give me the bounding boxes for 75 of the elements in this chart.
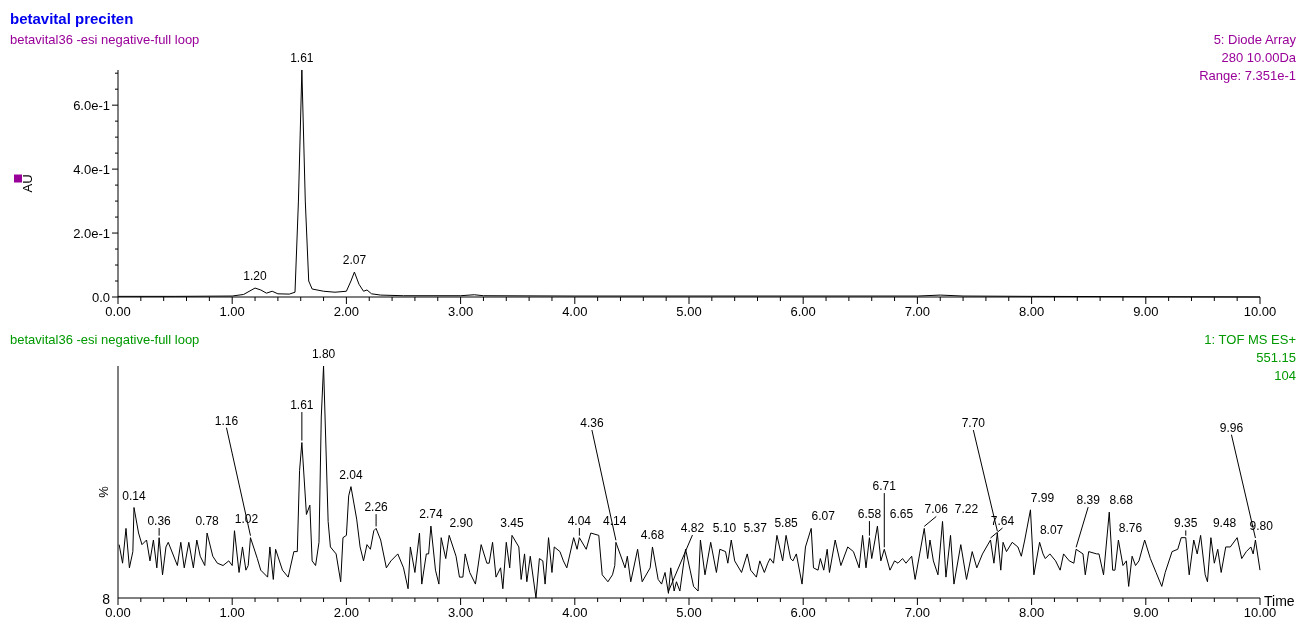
x-tick-label: 9.00 — [1133, 304, 1159, 319]
x-tick-label: 2.00 — [333, 304, 360, 319]
annotation: 2.90 — [449, 516, 474, 531]
x-tick-label: 0.00 — [105, 605, 131, 620]
x-tick-label: 1.00 — [219, 605, 245, 620]
annotation: 7.70 — [961, 416, 986, 431]
annotation: 8.76 — [1118, 521, 1143, 535]
annotation: 0.14 — [122, 488, 146, 503]
annotation: 6.58 — [857, 507, 882, 522]
annotation: 4.04 — [567, 514, 592, 529]
chart-subtitle: betavital36 -esi negative-full loop — [10, 332, 200, 347]
annotation: 3.45 — [500, 516, 524, 531]
text: 104 — [1274, 368, 1296, 383]
annotation: 2.26 — [364, 500, 389, 515]
x-tick-label: 4.00 — [562, 304, 588, 319]
chart-subtitle: betavital36 -esi negative-full loop — [10, 32, 200, 47]
chart-title: betavital preciten — [10, 10, 134, 27]
x-tick-label: 7.00 — [904, 605, 931, 620]
x-tick-label: 4.00 — [562, 605, 588, 620]
y-tick-label: 2.0e-1 — [73, 226, 110, 242]
annotation: 0.78 — [195, 514, 220, 529]
annotation: 5.37 — [743, 521, 768, 535]
annotation: 2.07 — [342, 253, 367, 268]
text: 8 — [102, 591, 111, 607]
x-tick-label: 6.00 — [790, 605, 816, 620]
x-tick-label: 0.00 — [105, 304, 131, 319]
x-tick-label: 2.00 — [333, 605, 360, 620]
text: 551.15 — [1256, 350, 1296, 365]
annotation: 1.61 — [290, 51, 314, 65]
x-tick-label: 1.00 — [219, 304, 245, 319]
y-tick-label: 4.0e-1 — [73, 162, 110, 178]
x-tick-label: 8.00 — [1018, 304, 1045, 319]
annotation: 6.07 — [811, 509, 836, 524]
y-axis-title: % — [96, 485, 111, 498]
x-tick-label: 5.00 — [676, 304, 702, 319]
annotation: 1.61 — [290, 398, 314, 413]
annotation: 5.85 — [774, 516, 799, 531]
annotation: 4.82 — [680, 521, 705, 535]
annotation: 7.99 — [1030, 490, 1055, 505]
x-tick-label: 3.00 — [447, 605, 474, 620]
text: 1: TOF MS ES+ — [1204, 332, 1296, 347]
annotation: 9.48 — [1212, 516, 1237, 531]
x-tick-label: 9.00 — [1133, 605, 1159, 620]
annotation: 9.80 — [1249, 518, 1274, 533]
annotation: Range: 7.351e-1 — [1199, 68, 1296, 83]
annotation: 5.10 — [712, 521, 737, 535]
text: 280 10.00Da — [1221, 50, 1297, 65]
annotation: 8.39 — [1076, 493, 1101, 508]
annotation: 8.07 — [1039, 523, 1064, 538]
annotation: 4.14 — [603, 514, 627, 529]
annotation: 9.35 — [1174, 516, 1198, 531]
x-tick-label: 3.00 — [447, 304, 474, 319]
text: 5: Diode Array — [1213, 32, 1297, 47]
x-tick-label: 5.00 — [676, 605, 702, 620]
annotation: 1.20 — [243, 269, 268, 284]
y-tick-label: 0.0 — [91, 290, 110, 305]
annotation: 6.71 — [872, 479, 897, 494]
y-axis-title: AU — [20, 174, 35, 193]
y-tick-label: 6.0e-1 — [73, 98, 110, 114]
annotation: 1.16 — [214, 413, 239, 428]
x-tick-label: 10.00 — [1243, 304, 1277, 319]
annotation: 2.04 — [339, 467, 363, 482]
annotation: 4.68 — [640, 527, 665, 542]
annotation: 7.06 — [924, 502, 949, 517]
annotation: 0.36 — [147, 514, 172, 529]
annotation: 7.22 — [954, 502, 979, 517]
x-tick-label: 7.00 — [904, 304, 931, 319]
annotation: 9.96 — [1219, 420, 1244, 435]
x-tick-label: 8.00 — [1018, 605, 1045, 620]
annotation: 6.65 — [889, 507, 914, 522]
x-tick-label: 6.00 — [790, 304, 816, 319]
annotation: 1.80 — [311, 347, 336, 361]
annotation: 4.36 — [580, 416, 604, 431]
annotation: 8.68 — [1109, 493, 1134, 508]
annotation: 2.74 — [419, 507, 443, 522]
